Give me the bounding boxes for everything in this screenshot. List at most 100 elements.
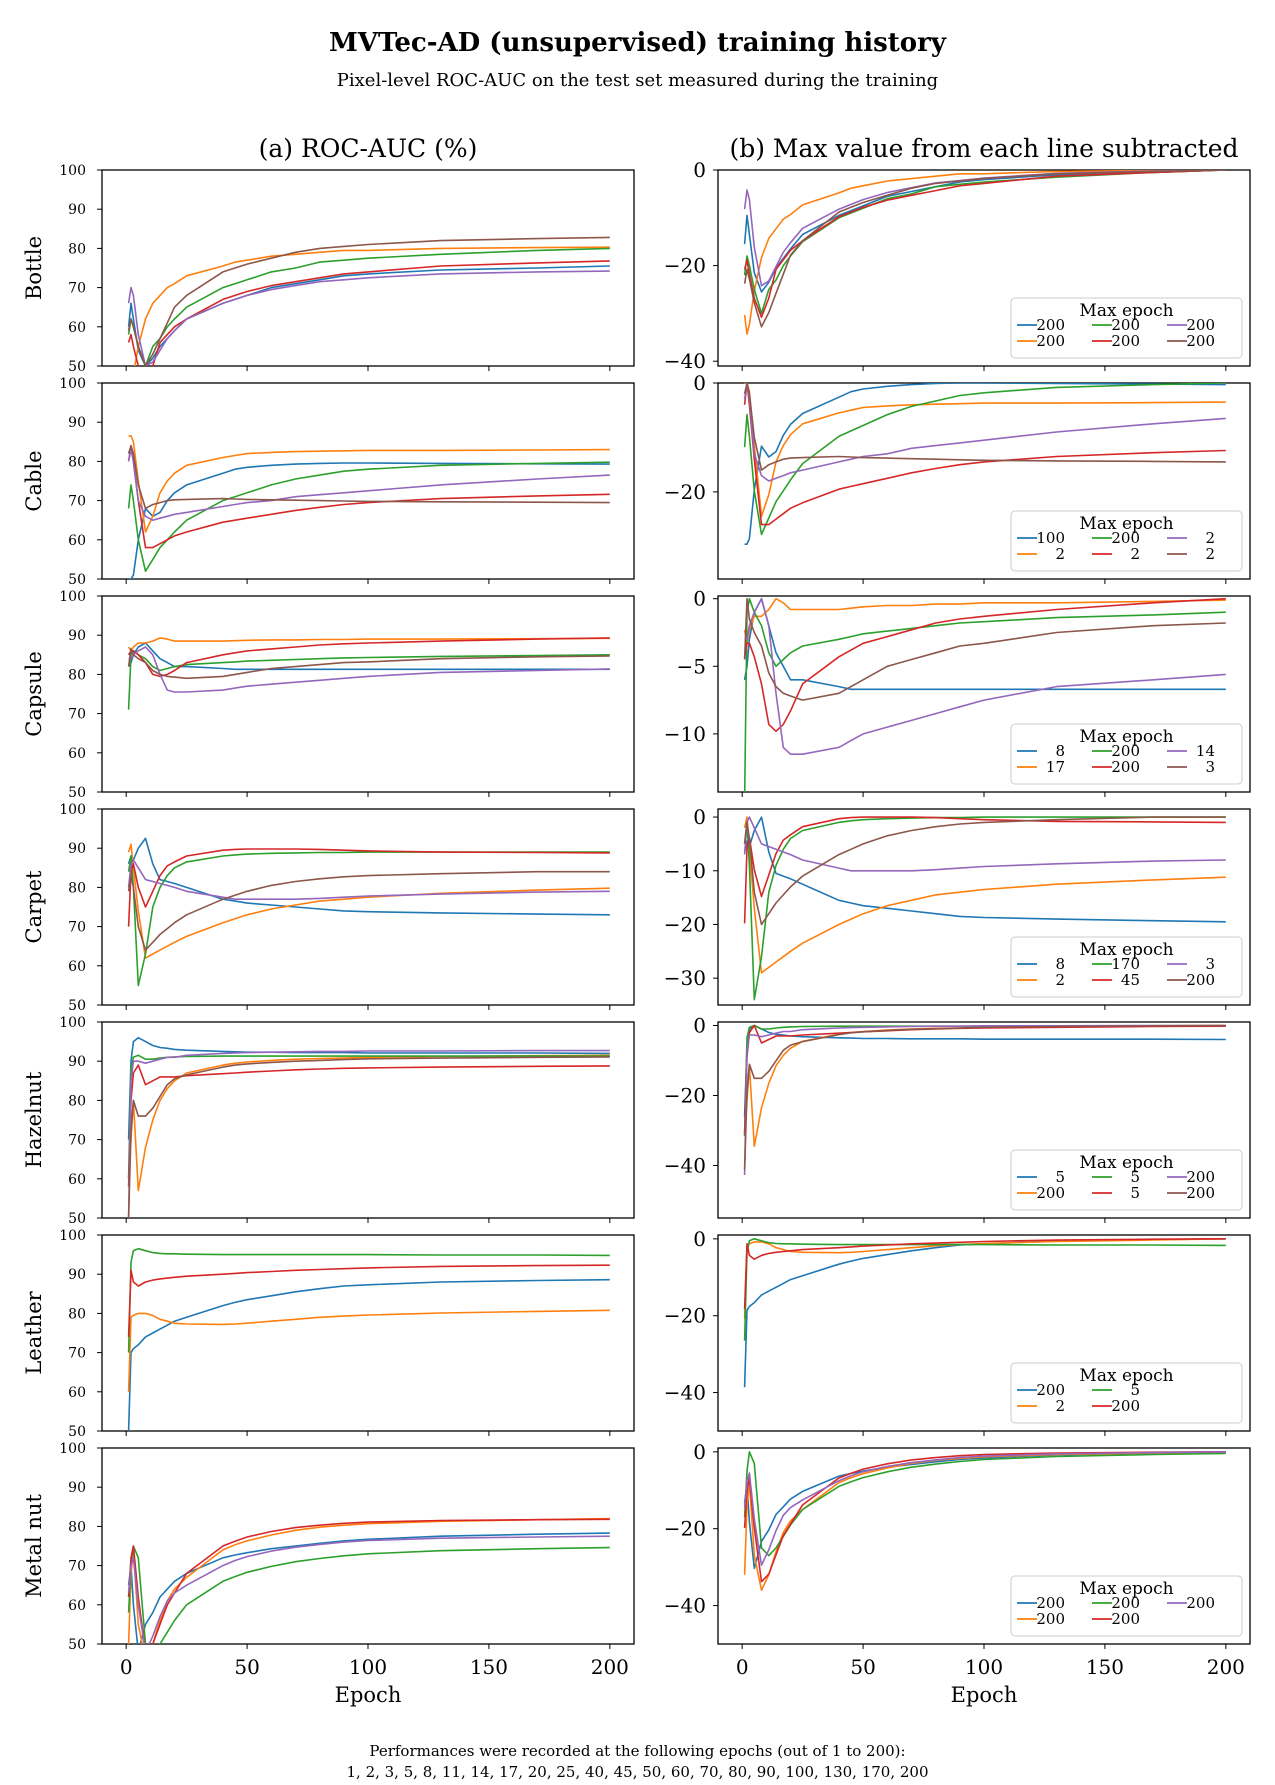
series-line-right-2-2 [744, 383, 1226, 518]
column-title-left: (a) ROC-AUC (%) [259, 134, 478, 163]
row-label-bottle: Bottle [22, 236, 46, 300]
x-tick-label: 0 [736, 1655, 749, 1679]
series-line-left-1-6 [127, 236, 610, 366]
column-title-right: (b) Max value from each line subtracted [729, 134, 1238, 163]
series-line-right-1-2 [743, 170, 1226, 335]
y-tick-label: −10 [664, 722, 706, 746]
series-line-left-5-5 [127, 1049, 610, 1218]
y-tick-label: 60 [68, 320, 86, 336]
legend-box [1010, 936, 1243, 998]
y-tick-label: 60 [68, 1172, 86, 1188]
x-tick-label: 200 [1207, 1655, 1245, 1679]
y-tick-label: −5 [677, 654, 706, 678]
legend-label: 200 [1186, 1168, 1215, 1186]
series-line-left-3-6 [127, 648, 610, 680]
series-line-right-3-4 [743, 597, 1226, 733]
legend-label: 5 [1130, 1381, 1140, 1399]
series-line-left-5-3 [127, 1054, 610, 1179]
row-label-metal-nut: Metal nut [22, 1494, 46, 1598]
y-tick-label: 100 [59, 802, 86, 818]
legend-label: 5 [1055, 1168, 1065, 1186]
y-tick-label: 60 [68, 746, 86, 762]
legend-label: 200 [1111, 1610, 1140, 1628]
row-label-capsule: Capsule [22, 651, 46, 736]
legend-label: 8 [1055, 955, 1065, 973]
series-line-right-5-6 [743, 1024, 1226, 1170]
series-line-left-5-2 [127, 1054, 610, 1192]
series-line-right-7-2 [743, 1451, 1226, 1591]
y-tick-label: 50 [68, 1211, 86, 1227]
y-tick-label: 80 [68, 241, 86, 257]
legend-label: 200 [1186, 1184, 1215, 1202]
legend-title: Max epoch [1079, 1153, 1173, 1173]
legend-label: 170 [1111, 955, 1140, 973]
y-tick-label: 50 [68, 998, 86, 1014]
series-line-right-4-2 [743, 816, 1226, 974]
y-tick-label: 100 [59, 376, 86, 392]
x-tick-label: 150 [1086, 1655, 1124, 1679]
series-group-left-6 [127, 1247, 610, 1431]
series-line-left-6-4 [127, 1264, 610, 1337]
series-line-right-6-4 [743, 1238, 1226, 1310]
series-line-left-3-4 [127, 637, 610, 678]
legend-label: 200 [1111, 1594, 1140, 1612]
legend-label: 200 [1186, 1594, 1215, 1612]
x-tick-label: 0 [120, 1655, 133, 1679]
series-line-left-1-3 [127, 247, 610, 366]
series-line-right-7-3 [743, 1451, 1226, 1557]
y-tick-label: −30 [664, 966, 706, 990]
y-tick-label: −20 [664, 1517, 706, 1541]
series-line-right-4-5 [743, 816, 1226, 872]
y-tick-label: −40 [664, 1594, 706, 1618]
series-line-left-3-5 [128, 646, 610, 693]
series-line-right-7-4 [743, 1451, 1226, 1583]
series-line-right-5-4 [743, 1024, 1226, 1135]
series-group-right-2 [743, 383, 1226, 546]
y-tick-label: 100 [59, 163, 86, 179]
series-line-right-7-5 [743, 1451, 1226, 1566]
y-tick-label: 80 [68, 454, 86, 470]
legend-label: 2 [1055, 971, 1065, 989]
y-tick-label: 70 [68, 1346, 86, 1362]
series-line-left-7-3 [127, 1545, 610, 1644]
y-tick-label: 70 [68, 281, 86, 297]
x-tick-label: 150 [470, 1655, 508, 1679]
series-group-left-5 [127, 1036, 610, 1218]
series-line-left-2-2 [128, 435, 610, 533]
series-line-left-4-6 [127, 870, 610, 951]
series-line-right-6-3 [743, 1238, 1226, 1341]
series-group-right-4 [743, 816, 1226, 1001]
y-tick-label: −40 [664, 1154, 706, 1178]
series-group-right-3 [743, 597, 1226, 792]
y-tick-label: −20 [664, 912, 706, 936]
y-tick-label: −40 [664, 1381, 706, 1405]
y-tick-label: −10 [664, 859, 706, 883]
series-group-right-5 [743, 1024, 1226, 1176]
series-line-right-4-1 [743, 816, 1226, 923]
y-tick-label: 60 [68, 959, 86, 975]
legend-box [1010, 297, 1243, 359]
legend-title: Max epoch [1079, 940, 1173, 960]
series-line-right-3-5 [744, 597, 1226, 756]
y-tick-label: 0 [693, 158, 706, 182]
series-line-right-5-5 [743, 1024, 1226, 1176]
y-tick-label: 60 [68, 1598, 86, 1614]
legend-box [1010, 1362, 1243, 1424]
panel-frame-left-2 [101, 382, 635, 580]
series-line-left-3-2 [127, 637, 610, 652]
series-line-right-5-3 [743, 1024, 1226, 1136]
legend-label: 200 [1111, 1397, 1140, 1415]
x-tick-label: 100 [965, 1655, 1003, 1679]
series-line-left-5-6 [127, 1056, 610, 1218]
series-line-left-3-1 [127, 642, 610, 671]
legend-label: 2 [1130, 545, 1140, 563]
series-line-left-2-3 [127, 461, 610, 573]
legend-label: 2 [1205, 529, 1215, 547]
y-tick-label: 60 [68, 533, 86, 549]
y-tick-label: 0 [693, 1227, 706, 1251]
legend-title: Max epoch [1079, 1579, 1173, 1599]
series-line-right-2-4 [743, 383, 1226, 526]
y-tick-label: 100 [59, 1228, 86, 1244]
legend-label: 100 [1036, 529, 1065, 547]
